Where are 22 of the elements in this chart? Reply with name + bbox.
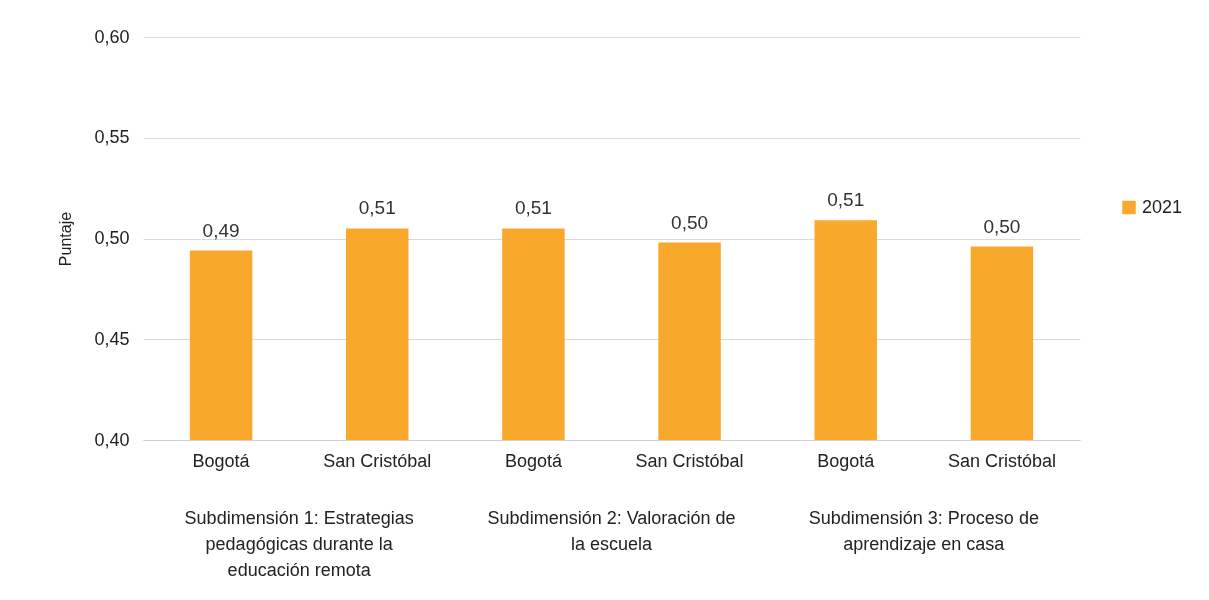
text: Subdimensión 1: Estrategias pedagógicas durante la educación remota bbox=[184, 508, 414, 580]
text: Subdimensión 2: Valoración de la escuela bbox=[487, 508, 736, 554]
y-tick-label: 0,50 bbox=[94, 228, 130, 248]
data-label: 0,49 bbox=[202, 219, 240, 241]
data-label: 0,50 bbox=[983, 215, 1021, 237]
y-tick-label: 0,40 bbox=[94, 429, 130, 450]
x-tick-label: Bogotá bbox=[192, 450, 251, 471]
y-axis-title: Puntaje bbox=[57, 211, 75, 267]
data-label: 0,51 bbox=[358, 197, 396, 219]
y-tick-label: 0,60 bbox=[94, 26, 130, 47]
text: Subdimensión 3: Proceso de aprendizaje en casa bbox=[808, 508, 1039, 554]
y-tick-label: 0,45 bbox=[94, 328, 130, 349]
legend-label: 2021 bbox=[1142, 196, 1183, 217]
y-tick-label: 0,55 bbox=[94, 127, 130, 148]
data-label: 0,51 bbox=[514, 197, 552, 219]
x-tick-label: Bogotá bbox=[504, 450, 563, 471]
x-tick-label: San Cristóbal bbox=[947, 450, 1056, 471]
data-label: 0,50 bbox=[671, 211, 709, 233]
x-tick-label: San Cristóbal bbox=[635, 450, 744, 471]
x-tick-label: San Cristóbal bbox=[323, 450, 432, 471]
x-tick-label: Bogotá bbox=[817, 450, 876, 471]
data-label: 0,51 bbox=[827, 189, 865, 211]
